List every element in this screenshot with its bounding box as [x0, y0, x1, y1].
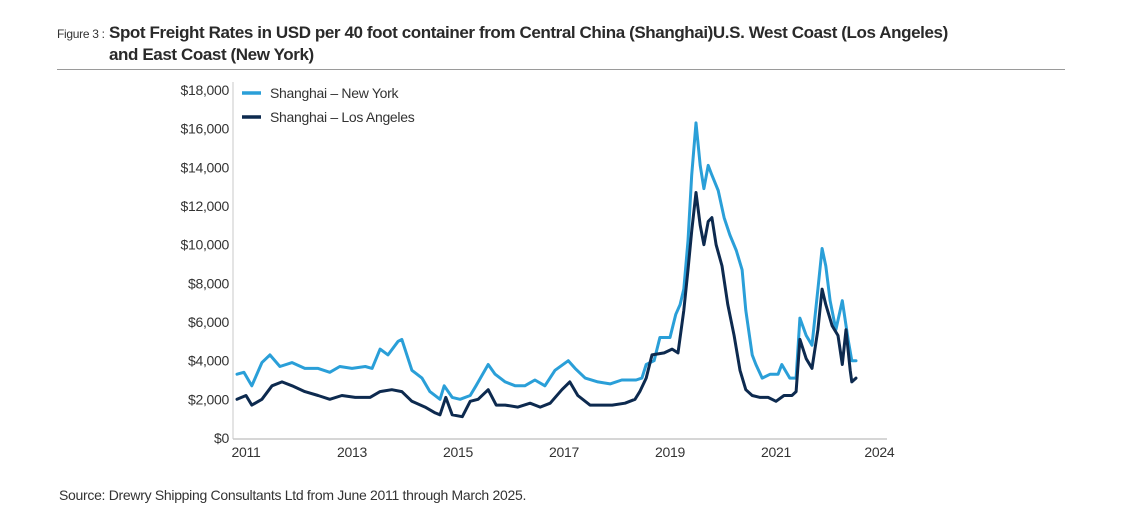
legend-label: Shanghai – Los Angeles	[270, 109, 415, 125]
legend: Shanghai – New York Shanghai – Los Angele…	[242, 85, 415, 125]
axes	[232, 82, 887, 440]
x-tick-label: 2011	[232, 444, 261, 460]
x-tick-label: 2017	[549, 444, 579, 460]
source-note: Source: Drewry Shipping Consultants Ltd …	[59, 487, 527, 503]
x-tick-label: 2013	[337, 444, 367, 460]
y-tick-label: $10,000	[180, 237, 229, 253]
x-tick-label: 2015	[443, 444, 473, 460]
y-tick-label: $12,000	[180, 198, 229, 214]
chart-title: Spot Freight Rates in USD per 40 foot co…	[109, 22, 1009, 66]
x-tick-label: 2019	[655, 444, 685, 460]
y-tick-label: $16,000	[180, 121, 229, 137]
chart-title-line-2: and East Coast (New York)	[109, 45, 314, 64]
series-line-shanghai-los-angeles	[235, 191, 858, 419]
x-tick-label: 2021	[761, 444, 791, 460]
y-tick-label: $0	[214, 430, 229, 446]
y-tick-label: $14,000	[180, 159, 229, 175]
y-axis-ticks: $0 $2,000 $4,000 $6,000 $8,000 $10,000 $12,000…	[180, 82, 229, 446]
y-tick-label: $2,000	[188, 391, 230, 407]
title-divider	[57, 69, 1065, 70]
chart-title-line-1: Spot Freight Rates in USD per 40 foot co…	[109, 23, 948, 42]
y-tick-label: $18,000	[180, 82, 229, 98]
x-tick-label: 2024	[864, 444, 894, 460]
figure-label: Figure 3 :	[57, 27, 105, 41]
legend-label: Shanghai – New York	[270, 85, 399, 101]
y-tick-label: $4,000	[188, 353, 230, 369]
x-axis-ticks: 2011 2013 2015 2017 2019 2021 2024	[232, 444, 896, 460]
series-line-shanghai-new-york	[235, 121, 858, 401]
y-tick-label: $6,000	[188, 314, 230, 330]
series-lines	[235, 121, 858, 419]
y-tick-label: $8,000	[188, 275, 230, 291]
